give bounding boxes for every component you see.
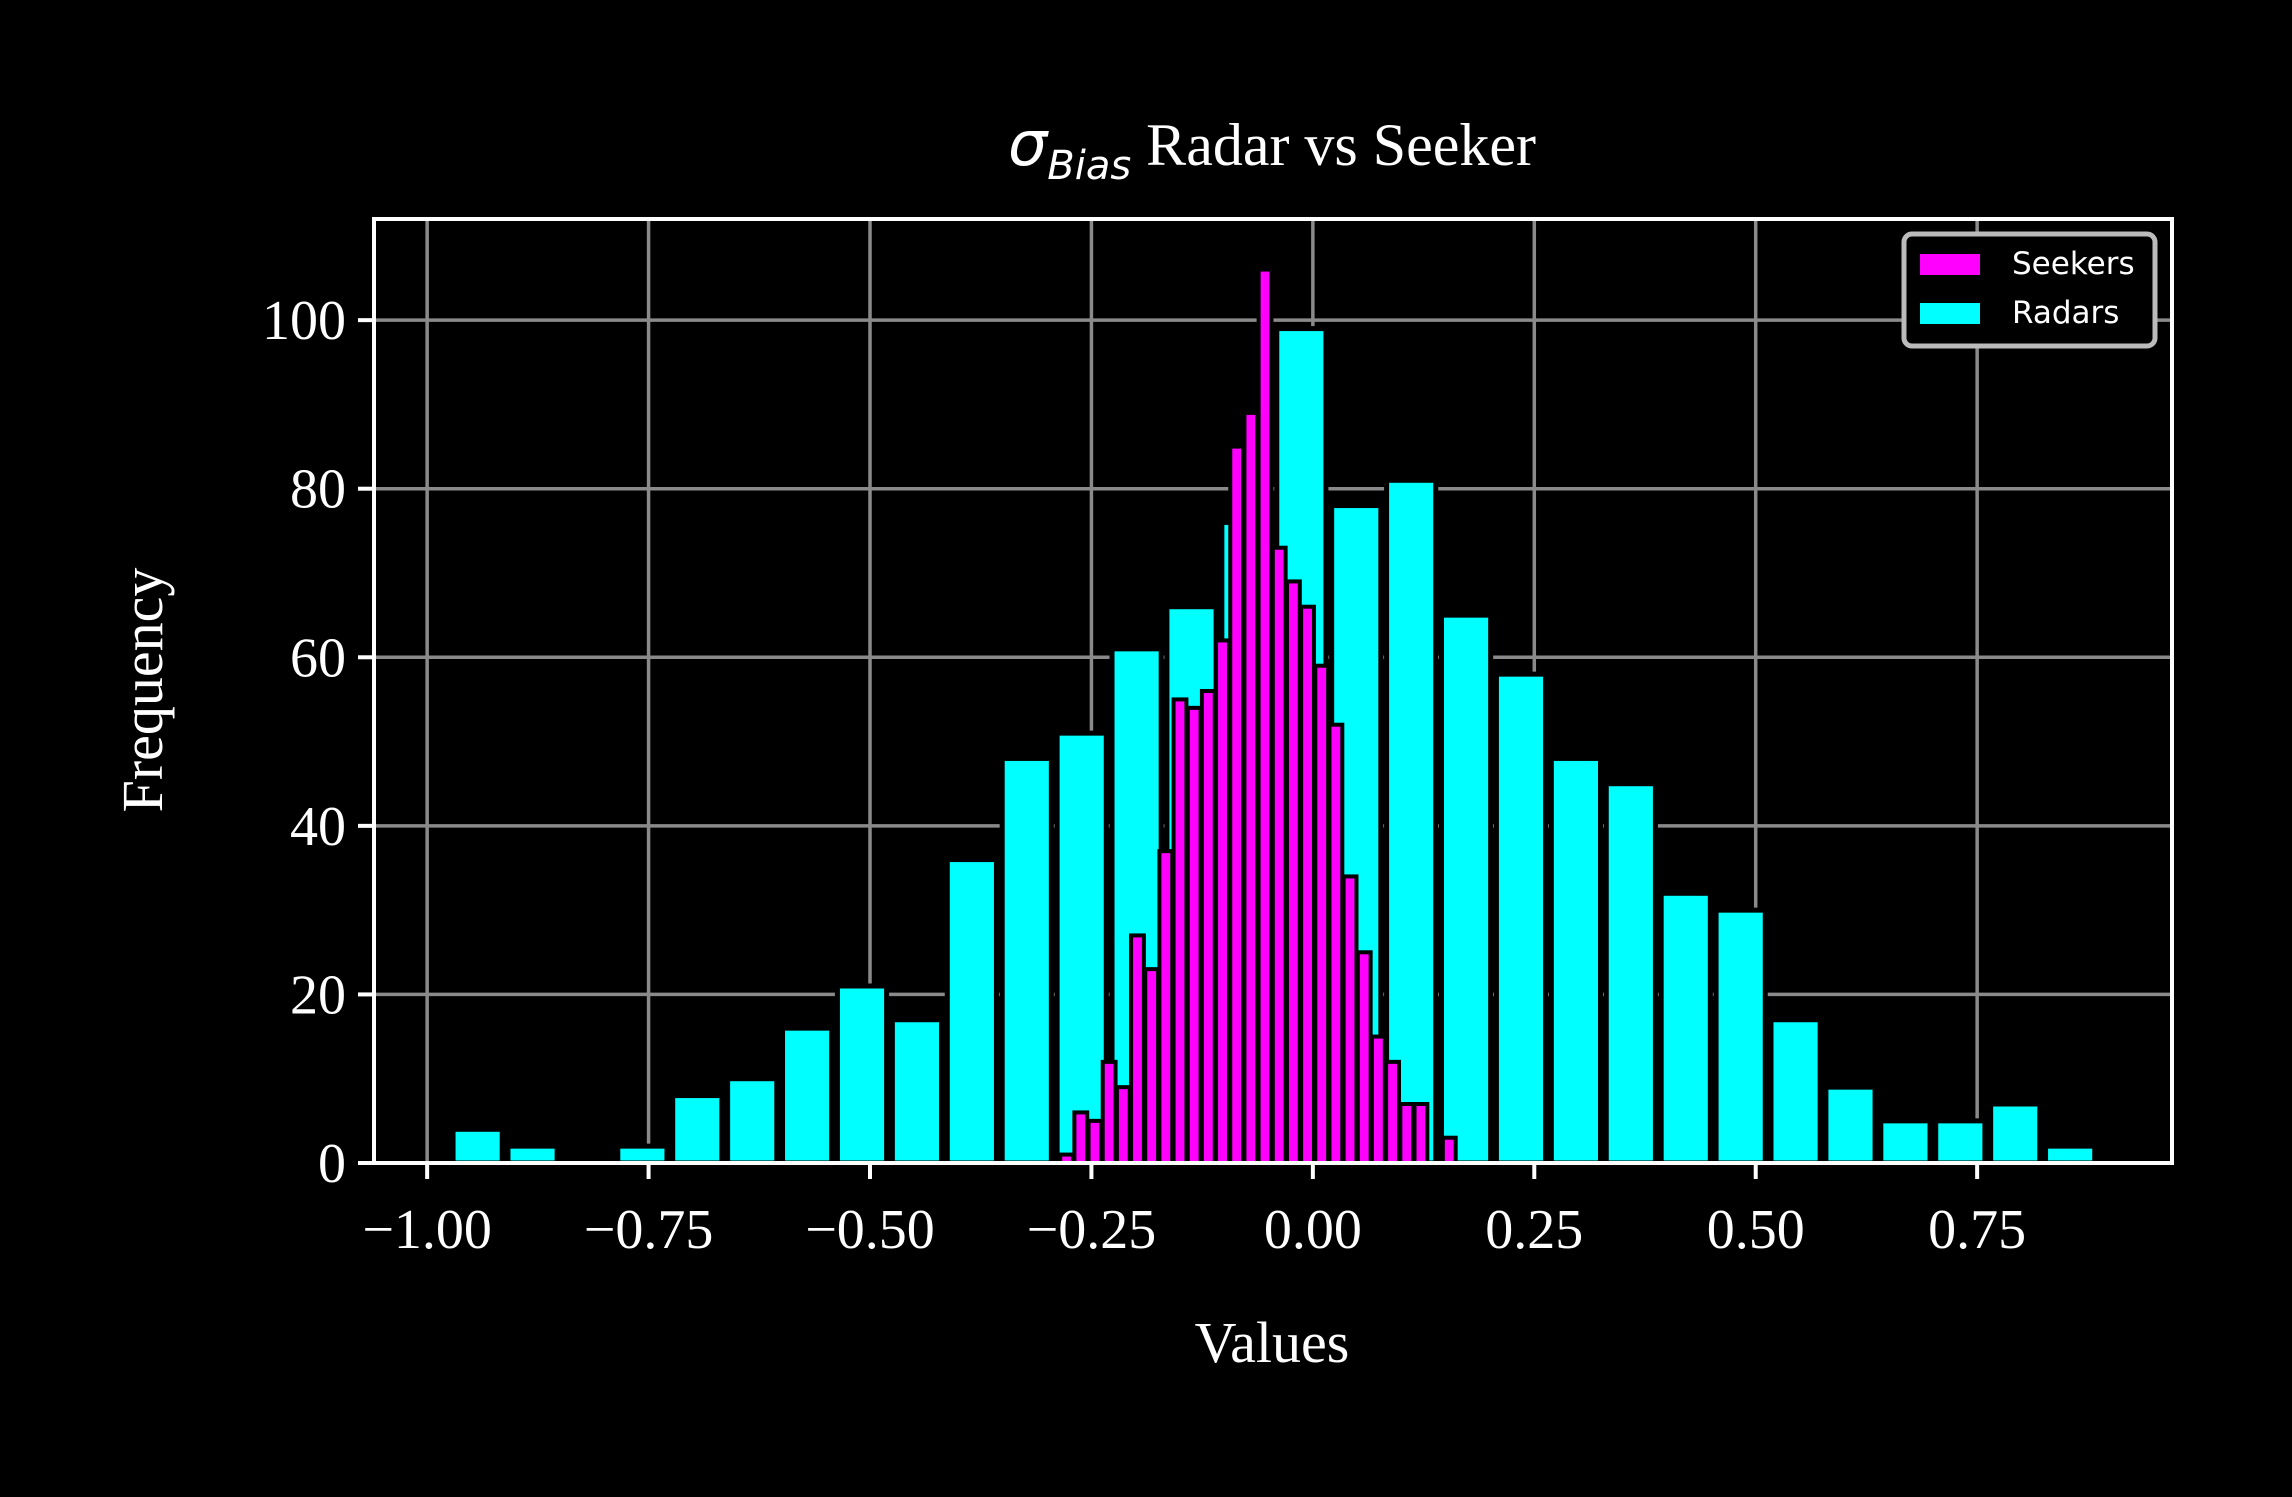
- radars-bar: [670, 1093, 725, 1166]
- seekers-bar: [1270, 545, 1288, 1165]
- radars-bar: [1823, 1084, 1878, 1166]
- x-tick-label: 0.50: [1707, 1199, 1805, 1261]
- radars-bar: [1054, 730, 1109, 1166]
- seekers-bar: [1313, 663, 1331, 1165]
- seekers-bar: [1199, 689, 1217, 1165]
- seekers-bar: [1299, 604, 1316, 1165]
- plot-area: −1.00 −0.75 −0.50 −0.25 0.00 0.25 0.50 0.75 0 20…: [262, 217, 2174, 1261]
- title-sigma: σ: [1008, 107, 1049, 180]
- radars-bar: [450, 1126, 505, 1166]
- title-subscript: Bias: [1047, 143, 1131, 189]
- y-tick-label: 40: [290, 796, 346, 858]
- legend-label-radars: Radars: [2012, 295, 2119, 331]
- radars-bar: [834, 983, 890, 1166]
- radars-bar: [1493, 671, 1549, 1166]
- seekers-bar: [1355, 950, 1373, 1165]
- radars-bar: [780, 1025, 835, 1166]
- seekers-bar: [1440, 1135, 1458, 1165]
- radars-bar: [1439, 612, 1494, 1166]
- x-tick-label: 0.00: [1264, 1199, 1362, 1261]
- y-axis-ticks: 0 20 40 60 80 100: [262, 290, 374, 1195]
- radars-bar: [1768, 1017, 1823, 1166]
- x-tick-label: −0.25: [1027, 1199, 1157, 1261]
- seekers-bar: [1143, 967, 1161, 1166]
- y-tick-label: 60: [290, 627, 346, 689]
- seekers-bar: [1114, 1085, 1132, 1165]
- radars-bar: [1658, 890, 1713, 1166]
- radars-bar: [944, 857, 999, 1166]
- seekers-bar: [1185, 705, 1203, 1165]
- x-tick-label: −0.75: [584, 1199, 714, 1261]
- seekers-bar: [1228, 444, 1246, 1166]
- radars-bar: [505, 1143, 560, 1166]
- radars-bar: [1713, 907, 1768, 1166]
- legend: Seekers Radars: [1901, 231, 2158, 349]
- legend-swatch-radars: [1920, 303, 1980, 324]
- x-tick-label: 0.75: [1928, 1199, 2026, 1261]
- seekers-bar: [1256, 267, 1274, 1166]
- x-axis-label: Values: [1195, 1310, 1350, 1375]
- radars-bar: [615, 1143, 670, 1166]
- seekers-bar: [1100, 1059, 1118, 1166]
- radars-bar: [999, 755, 1054, 1166]
- radars-bar: [2043, 1143, 2098, 1166]
- y-tick-label: 80: [290, 459, 346, 521]
- x-tick-label: 0.25: [1485, 1199, 1583, 1261]
- radars-bar: [1603, 781, 1658, 1166]
- radars-bar: [1384, 477, 1439, 1166]
- y-axis-label: Frequency: [110, 568, 175, 813]
- plot-frame: [372, 217, 2174, 1165]
- radars-bar: [1878, 1118, 1933, 1166]
- y-tick-label: 20: [290, 964, 346, 1026]
- title-text: Radar vs Seeker: [1131, 112, 1536, 178]
- seekers-bar: [1072, 1110, 1090, 1166]
- seekers-bar: [1284, 579, 1302, 1165]
- y-tick-label: 0: [318, 1133, 346, 1195]
- radars-bar: [725, 1076, 780, 1166]
- radars-bar: [1933, 1118, 1988, 1166]
- legend-label-seekers: Seekers: [2012, 246, 2135, 282]
- x-tick-label: −0.50: [805, 1199, 935, 1261]
- radars-bar: [1548, 755, 1603, 1166]
- seekers-bar: [1171, 697, 1189, 1166]
- seekers-bar: [1214, 638, 1231, 1165]
- legend-swatch-seekers: [1920, 254, 1980, 275]
- seekers-bar: [1086, 1118, 1104, 1166]
- x-axis-ticks: −1.00 −0.75 −0.50 −0.25 0.00 0.25 0.50 0.75: [362, 1163, 2026, 1261]
- radars-bar: [889, 1017, 945, 1166]
- chart-title: σBias Radar vs Seeker: [1008, 107, 1536, 189]
- seekers-bar: [1242, 410, 1260, 1166]
- seekers-bar: [1341, 874, 1359, 1166]
- seekers-bar: [1398, 1102, 1416, 1165]
- seekers-bar: [1384, 1059, 1401, 1166]
- seekers-bars: [1058, 267, 1458, 1166]
- seekers-bar: [1157, 849, 1175, 1166]
- seekers-bar: [1327, 722, 1345, 1165]
- seekers-bar: [1129, 933, 1146, 1166]
- x-tick-label: −1.00: [362, 1199, 492, 1261]
- radars-bar: [1988, 1101, 2043, 1166]
- y-tick-label: 100: [262, 290, 346, 352]
- seekers-bar: [1369, 1034, 1387, 1165]
- seekers-bar: [1412, 1102, 1430, 1165]
